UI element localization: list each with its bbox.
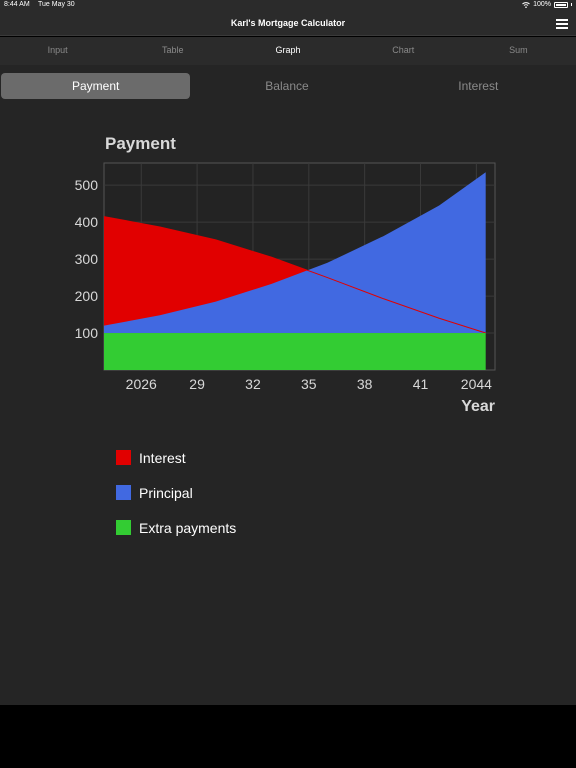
y-tick-label: 100 <box>75 325 99 341</box>
battery-icon <box>554 1 568 8</box>
chart-axes: 100 200 300 400 500 2026 29 32 35 38 41 2044 <box>75 177 493 392</box>
chart-legend: Interest Principal Extra payments <box>116 440 236 545</box>
payment-chart: Payment 100 200 300 400 500 2026 29 32 35 38 41 204… <box>75 134 496 415</box>
chart-title: Payment <box>105 134 176 153</box>
app-title: Karl's Mortgage Calculator <box>230 18 346 28</box>
segment-balance[interactable]: Balance <box>265 79 309 93</box>
tab-chart[interactable]: Chart <box>392 45 415 55</box>
x-tick-label: 2044 <box>461 376 492 392</box>
series-interest-line <box>103 216 486 334</box>
tab-table[interactable]: Table <box>162 45 184 55</box>
tab-graph[interactable]: Graph <box>275 45 301 55</box>
x-tick-label: 29 <box>189 376 205 392</box>
y-tick-label: 300 <box>75 251 99 267</box>
legend-swatch-interest <box>116 450 131 465</box>
graph-content: Payment Balance Interest Payment 100 200 3… <box>0 65 576 705</box>
legend-item-extra: Extra payments <box>116 510 236 545</box>
legend-label-extra: Extra payments <box>139 519 237 536</box>
status-date: Tue May 30 <box>38 1 75 8</box>
x-tick-label: 41 <box>413 376 429 392</box>
segment-interest[interactable]: Interest <box>458 79 499 93</box>
chart-areas <box>103 172 486 370</box>
legend-item-interest: Interest <box>116 440 236 475</box>
legend-item-principal: Principal <box>116 475 236 510</box>
x-tick-label: 35 <box>301 376 317 392</box>
legend-swatch-principal <box>116 485 131 500</box>
x-axis-label: Year <box>461 398 495 415</box>
status-right: 100% <box>522 1 572 8</box>
series-extra-payments-area <box>104 333 486 370</box>
battery-tip <box>571 3 572 6</box>
segment-payment[interactable]: Payment <box>1 73 191 99</box>
y-tick-label: 200 <box>75 288 99 304</box>
legend-swatch-extra <box>116 520 131 535</box>
legend-label-interest: Interest <box>139 449 186 466</box>
navigation-bar: Karl's Mortgage Calculator <box>0 12 576 36</box>
hamburger-menu-icon[interactable] <box>556 19 568 29</box>
status-time: 8:44 AM <box>4 1 30 8</box>
main-tabs: Input Table Graph Chart Sum <box>0 37 576 65</box>
battery-percent: 100% <box>533 1 551 8</box>
y-tick-label: 500 <box>75 177 99 193</box>
wifi-icon <box>522 1 530 8</box>
tab-sum[interactable]: Sum <box>509 45 528 55</box>
series-principal-area <box>104 172 486 334</box>
y-tick-label: 400 <box>75 214 99 230</box>
legend-label-principal: Principal <box>139 484 193 501</box>
x-tick-label: 38 <box>357 376 373 392</box>
x-tick-label: 32 <box>245 376 261 392</box>
status-bar: 8:44 AM Tue May 30 100% <box>0 0 576 12</box>
tab-input[interactable]: Input <box>47 45 68 55</box>
graph-type-selector: Payment Balance Interest <box>0 73 576 99</box>
bottom-bar <box>0 705 576 768</box>
x-tick-label: 2026 <box>126 376 157 392</box>
